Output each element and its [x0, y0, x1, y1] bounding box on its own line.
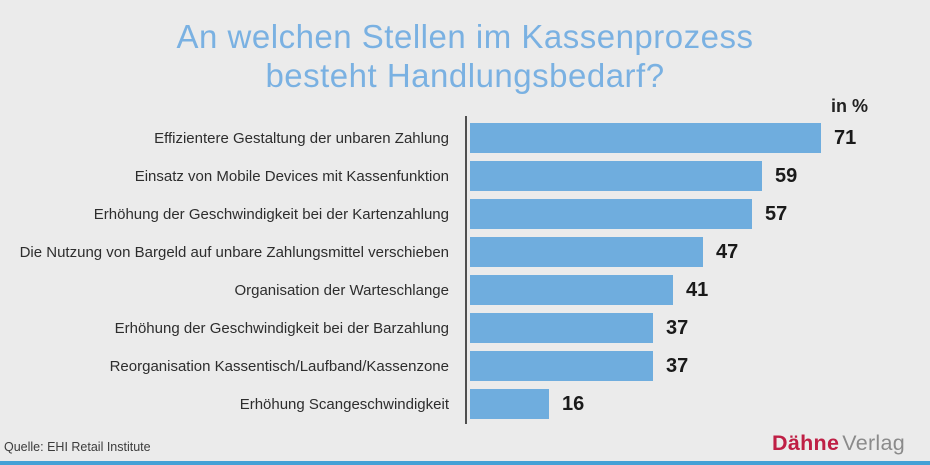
bar-row: Erhöhung der Geschwindigkeit bei der Bar… — [0, 309, 930, 347]
chart-title-line1: An welchen Stellen im Kassenprozess — [176, 18, 754, 55]
publisher-name-bold: Dähne — [772, 431, 840, 455]
bar-row: Erhöhung der Geschwindigkeit bei der Kar… — [0, 195, 930, 233]
bar-category-label: Erhöhung der Geschwindigkeit bei der Kar… — [93, 205, 449, 223]
bar-category-label: Einsatz von Mobile Devices mit Kassenfun… — [134, 167, 449, 185]
bar-wrap: 59 — [470, 161, 797, 191]
bar-wrap: 47 — [470, 237, 738, 267]
bar — [470, 237, 703, 267]
bar-row: Effizientere Gestaltung der unbaren Zahl… — [0, 119, 930, 157]
bar-value-label: 57 — [765, 202, 788, 225]
bar-row: Einsatz von Mobile Devices mit Kassenfun… — [0, 157, 930, 195]
publisher-name-regular: Verlag — [842, 431, 905, 455]
bar-value-label: 59 — [775, 164, 798, 187]
bar — [470, 123, 821, 153]
bar — [470, 275, 673, 305]
axis-line — [465, 116, 467, 424]
bar-wrap: 71 — [470, 123, 856, 153]
bar-value-label: 16 — [562, 392, 585, 415]
bar-row: Die Nutzung von Bargeld auf unbare Zahlu… — [0, 233, 930, 271]
bar-wrap: 41 — [470, 275, 708, 305]
bar — [470, 389, 549, 419]
source-note: Quelle: EHI Retail Institute — [4, 440, 151, 454]
bar-category-label: Erhöhung Scangeschwindigkeit — [239, 395, 449, 413]
bar-category-label: Reorganisation Kassentisch/Laufband/Kass… — [109, 357, 449, 375]
bar-wrap: 16 — [470, 389, 584, 419]
bar-row: Reorganisation Kassentisch/Laufband/Kass… — [0, 347, 930, 385]
bar-chart: Effizientere Gestaltung der unbaren Zahl… — [0, 119, 930, 423]
chart-title: An welchen Stellen im Kassenprozess best… — [0, 17, 930, 95]
bar-value-label: 41 — [686, 278, 709, 301]
bar-wrap: 57 — [470, 199, 787, 229]
bar-value-label: 71 — [834, 126, 857, 149]
bar-category-label: Effizientere Gestaltung der unbaren Zahl… — [154, 129, 449, 147]
unit-label: in % — [830, 96, 868, 116]
bar — [470, 161, 762, 191]
bar-value-label: 37 — [666, 316, 689, 339]
bar-row: Erhöhung Scangeschwindigkeit 16 — [0, 385, 930, 423]
bar-category-label: Die Nutzung von Bargeld auf unbare Zahlu… — [19, 243, 449, 261]
bar-row: Organisation der Warteschlange 41 — [0, 271, 930, 309]
footer-accent-bar — [0, 461, 930, 465]
bar-category-label: Erhöhung der Geschwindigkeit bei der Bar… — [114, 319, 449, 337]
bar-value-label: 47 — [716, 240, 739, 263]
bar-wrap: 37 — [470, 313, 688, 343]
publisher-logo: Dähne Verlag — [772, 431, 905, 456]
bar-category-label: Organisation der Warteschlange — [234, 281, 449, 299]
bar — [470, 351, 653, 381]
bar-wrap: 37 — [470, 351, 688, 381]
bar-value-label: 37 — [666, 354, 689, 377]
bar — [470, 313, 653, 343]
chart-title-line2: besteht Handlungsbedarf? — [265, 57, 665, 94]
bar — [470, 199, 752, 229]
